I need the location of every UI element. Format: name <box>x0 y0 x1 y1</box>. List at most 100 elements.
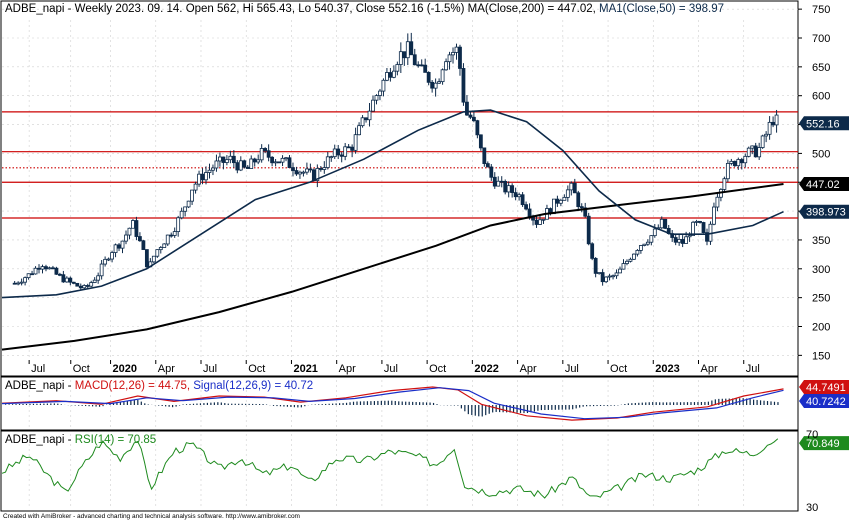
candle-body <box>409 41 414 56</box>
candle-body <box>485 163 490 168</box>
candle-body <box>117 244 121 249</box>
candle-body <box>256 159 261 163</box>
time-tick-label: Oct <box>248 363 265 375</box>
candle-body <box>61 274 66 283</box>
time-tick-label: 2021 <box>293 363 317 375</box>
ma50-line <box>1 109 784 299</box>
candle-body <box>684 236 689 244</box>
candle-body <box>378 90 382 96</box>
candles <box>12 32 779 291</box>
candle-body <box>729 160 734 164</box>
rsi-badge-bg <box>799 436 849 451</box>
candle-body <box>475 120 480 136</box>
candle-body <box>680 239 685 244</box>
candle-body <box>440 69 445 83</box>
candle-body <box>214 160 219 169</box>
candle-body <box>238 160 243 171</box>
main-title: ADBE_napi - Weekly 2023. 09. 14. Open 56… <box>5 3 724 15</box>
candle-body <box>725 163 730 180</box>
candle-body <box>44 266 48 270</box>
candle-body <box>183 206 188 212</box>
macd-line <box>1 386 784 421</box>
candle-body <box>632 253 636 260</box>
candle-body <box>249 158 254 169</box>
candle-body <box>604 276 608 283</box>
candle-body <box>75 282 80 287</box>
candle-body <box>204 172 208 181</box>
candle-body <box>134 220 139 237</box>
signal-badge-bg <box>799 394 849 408</box>
candle-body <box>388 72 393 78</box>
candle-body <box>771 121 775 126</box>
candle-body <box>371 99 375 112</box>
candle-body <box>211 167 215 171</box>
rsi-scale-top: 70 <box>806 429 818 441</box>
candle-body <box>510 185 515 193</box>
candle-body <box>600 272 605 283</box>
candle-body <box>298 171 302 175</box>
time-tick-label: Apr <box>520 363 537 375</box>
candle-body <box>451 52 455 56</box>
candle-body <box>54 267 59 275</box>
candle-body <box>402 51 407 59</box>
candle-body <box>47 267 52 270</box>
candle-body <box>144 249 149 268</box>
candle-body <box>583 207 588 217</box>
candle-body <box>746 147 751 157</box>
candle-body <box>454 46 459 53</box>
candle-body <box>517 194 522 198</box>
price-tick-label: 250 <box>812 293 830 305</box>
candle-body <box>155 249 160 257</box>
time-tick-label: Jul <box>746 363 760 375</box>
ma200-badge-bg <box>799 176 849 191</box>
candle-body <box>659 218 664 229</box>
candle-body <box>280 157 285 163</box>
candle-body <box>572 182 577 194</box>
main-title-prefix: ADBE_napi - Weekly 2023. 09. 14. Open 56… <box>5 3 468 15</box>
candle-body <box>760 135 765 148</box>
ma200-badge-text: 447.02 <box>806 179 840 191</box>
candle-body <box>353 134 358 151</box>
candle-body <box>520 194 525 206</box>
candle-body <box>444 61 448 71</box>
candle-body <box>489 166 494 178</box>
candle-body <box>294 170 299 175</box>
candle-body <box>437 81 442 84</box>
candle-body <box>336 148 341 156</box>
macd-badge-text: 44.7491 <box>806 382 846 394</box>
price-tick-label: 650 <box>812 62 830 74</box>
rsi-title: ADBE_napi - RSI(14) = 70.85 <box>5 434 156 446</box>
ma50-badge: 398.973 <box>799 204 849 219</box>
candle-body <box>468 114 473 118</box>
candle-body <box>701 222 706 234</box>
ma200-title-label: MA(Close,200) = 447.02, <box>468 3 599 15</box>
candle-body <box>405 41 410 59</box>
candle-body <box>694 220 699 223</box>
candle-body <box>590 243 595 259</box>
candle-body <box>131 220 135 229</box>
candle-body <box>325 156 330 168</box>
price-tick-label: 200 <box>812 322 830 334</box>
candle-body <box>461 68 466 103</box>
candle-body <box>527 208 532 217</box>
macd-title-prefix: ADBE_napi - <box>5 380 75 392</box>
candle-body <box>124 234 128 242</box>
candle-body <box>231 155 236 164</box>
candle-body <box>739 159 744 164</box>
candle-body <box>652 228 657 237</box>
candle-body <box>419 64 424 67</box>
candle-body <box>51 267 55 270</box>
time-axis: Jul Oct 2020 Apr Jul Oct 2021 Apr Jul Oct 2022 Apr J… <box>28 360 760 375</box>
candle-body <box>555 198 560 204</box>
candle-body <box>40 266 45 270</box>
macd-grid <box>28 380 745 428</box>
candle-body <box>12 282 17 285</box>
candle-body <box>374 95 379 101</box>
candle-body <box>158 247 163 251</box>
candle-body <box>538 219 542 225</box>
footer-text: Created with AmiBroker - advanced charti… <box>3 513 300 520</box>
candle-body <box>120 240 125 249</box>
candle-body <box>113 244 118 253</box>
candle-body <box>774 114 779 126</box>
ma50-badge-text: 398.973 <box>806 207 846 219</box>
